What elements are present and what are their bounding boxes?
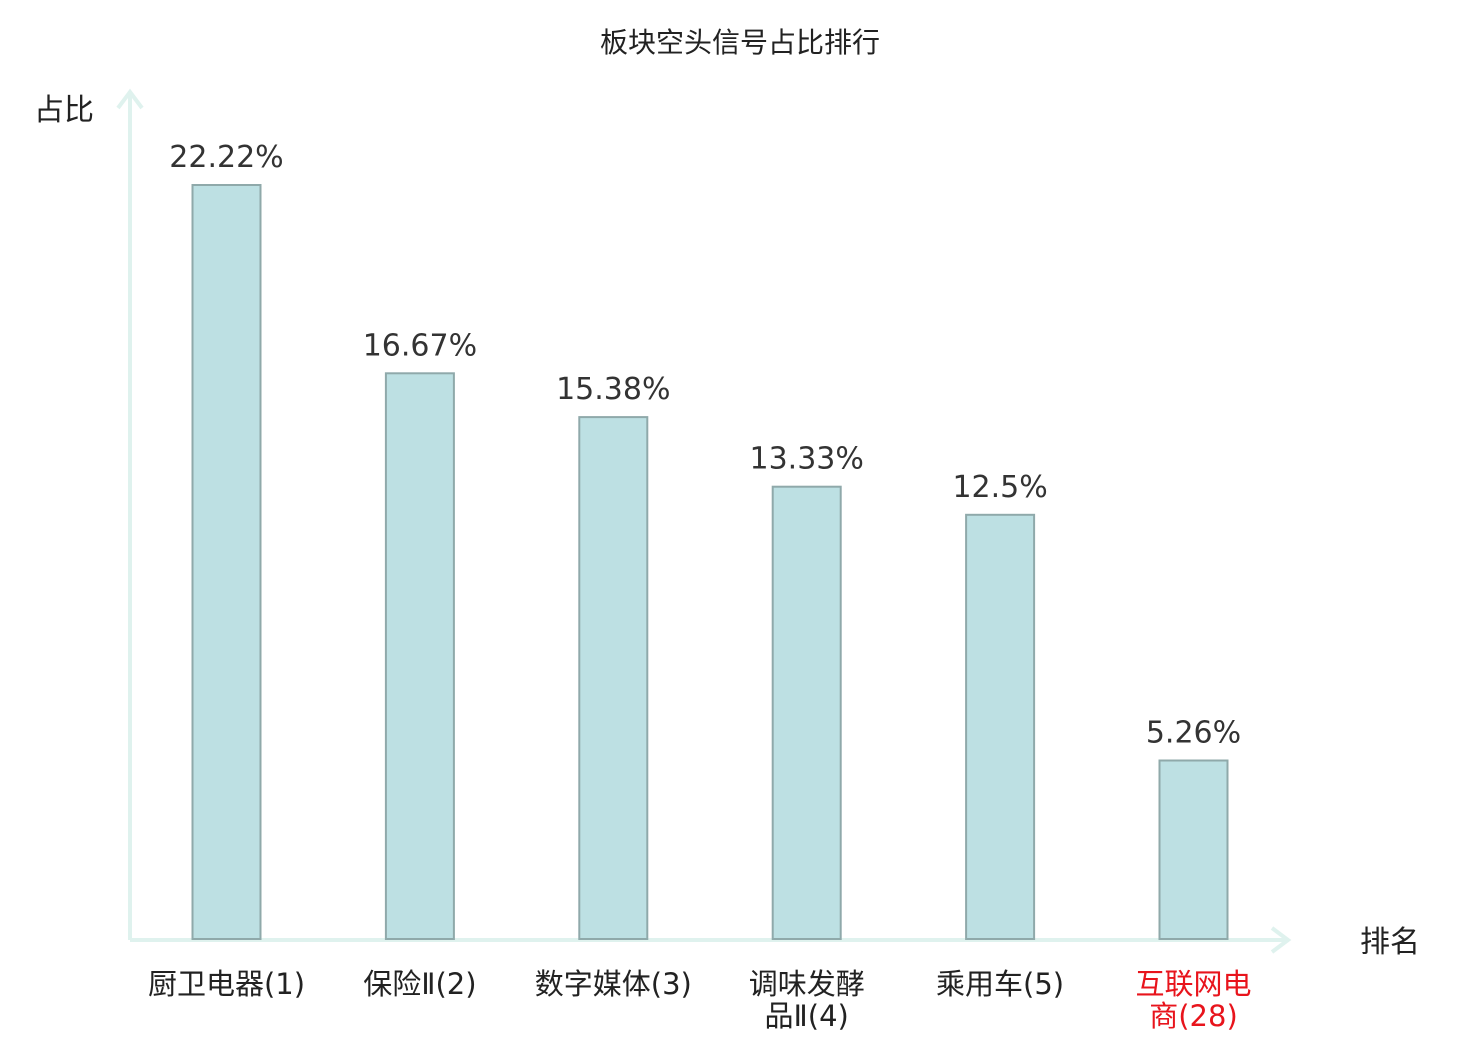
value-label-5: 12.5% [952,470,1047,505]
value-label-2: 16.67% [363,328,477,363]
bar-6 [1158,759,1229,940]
value-label-1: 22.22% [169,140,283,175]
category-label-1: 厨卫电器(1) [148,967,305,1001]
category-label-5: 乘用车(5) [936,967,1064,1001]
category-label-4-line-1: 调味发酵 [749,967,865,1001]
value-labels-group: 22.22% 16.67% 15.38% 13.33% 12.5% 5.26% [169,140,1241,751]
category-label-6-line-1: 互联网电 [1135,967,1251,1001]
y-axis-label: 占比 [34,93,94,128]
bar-3 [578,416,649,941]
x-axis-arrow [1270,926,1292,954]
bar-2 [384,372,455,940]
value-label-3: 15.38% [556,372,670,407]
category-label-2: 保险Ⅱ(2) [363,967,476,1001]
bar-4 [771,485,842,940]
bar-1 [191,184,262,940]
value-label-4: 13.33% [750,442,864,477]
bar-5 [965,513,1036,940]
category-label-3: 数字媒体(3) [535,967,692,1001]
value-label-6: 5.26% [1146,716,1241,751]
chart-title: 板块空头信号占比排行 [600,26,880,59]
y-axis-arrow [116,88,144,110]
category-label-4-line-2: 品Ⅱ(4) [765,999,849,1033]
bars-group [191,184,1229,941]
category-label-6-line-2: 商(28) [1149,999,1238,1033]
x-axis-label: 排名 [1360,925,1420,960]
